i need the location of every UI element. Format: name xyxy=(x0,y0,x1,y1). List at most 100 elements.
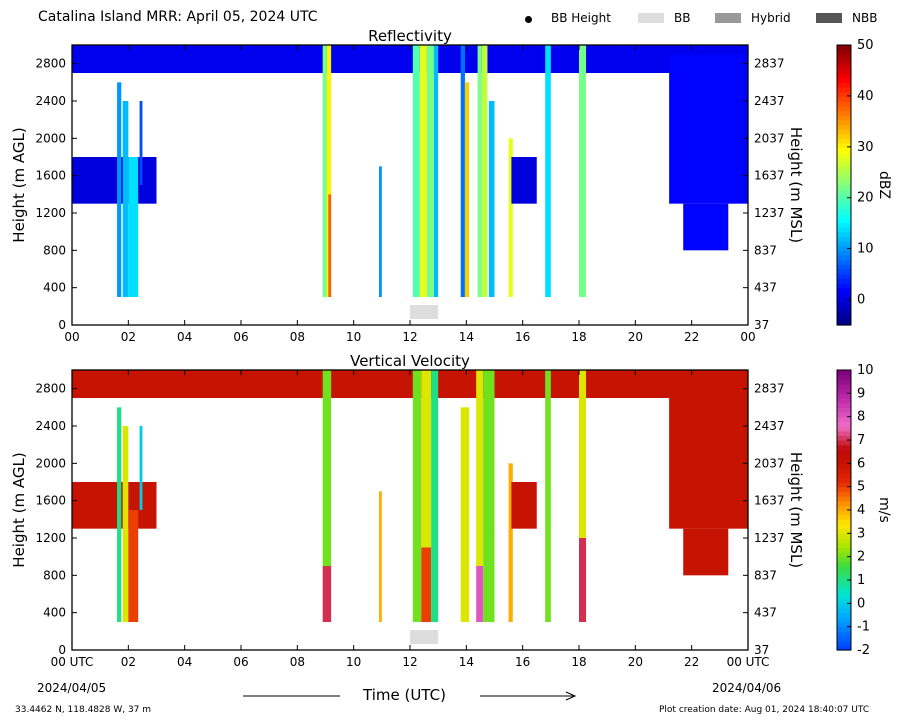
colorbar-segment xyxy=(837,538,851,544)
y-tick-label: 2400 xyxy=(35,94,66,108)
x-tick-label: 12 xyxy=(402,655,417,669)
colorbar-segment xyxy=(837,110,851,116)
colorbar-segment xyxy=(837,59,851,65)
data-span xyxy=(117,82,122,297)
colorbar-segment xyxy=(837,598,851,604)
data-span xyxy=(476,370,484,566)
data-span xyxy=(464,82,470,297)
nbb-legend-swatch xyxy=(816,13,842,23)
data-span xyxy=(477,45,482,297)
colorbar-tick-label: 10 xyxy=(857,363,874,378)
y-tick-label-right: 2437 xyxy=(754,94,785,108)
y-tick-label: 1200 xyxy=(35,531,66,545)
data-span xyxy=(72,482,157,529)
data-span xyxy=(122,101,129,297)
data-span xyxy=(683,528,729,576)
data-span xyxy=(488,101,495,297)
data-span xyxy=(683,203,729,251)
colorbar-segment xyxy=(837,435,851,441)
x-tick-label: 18 xyxy=(571,655,586,669)
colorbar-segment xyxy=(837,217,851,223)
data-span xyxy=(72,157,157,204)
x-tick-label: 20 xyxy=(628,330,643,344)
y-tick-label: 2800 xyxy=(35,57,66,71)
y-tick-label: 2000 xyxy=(35,131,66,145)
colorbar-segment xyxy=(837,584,851,590)
colorbar-segment xyxy=(837,458,851,464)
colorbar-segment xyxy=(837,379,851,385)
colorbar-tick-label: 5 xyxy=(857,480,865,495)
colorbar-segment xyxy=(837,519,851,525)
colorbar-segment xyxy=(837,157,851,163)
colorbar-segment xyxy=(837,444,851,450)
y-tick-label-right: 1237 xyxy=(754,206,785,220)
panel-title: Vertical Velocity xyxy=(350,355,470,370)
data-span xyxy=(379,491,382,622)
colorbar-segment xyxy=(837,631,851,637)
data-span xyxy=(511,482,537,529)
data-span xyxy=(326,45,332,297)
colorbar-segment xyxy=(837,407,851,413)
x-tick-label: 12 xyxy=(402,330,417,344)
colorbar-segment xyxy=(837,463,851,469)
y-tick-label: 1200 xyxy=(35,206,66,220)
colorbar-segment xyxy=(837,152,851,158)
colorbar-segment xyxy=(837,370,851,376)
colorbar-segment xyxy=(837,561,851,567)
plot-background xyxy=(72,45,748,325)
colorbar-tick-label: 20 xyxy=(857,191,874,206)
data-span xyxy=(433,45,439,297)
x-tick-label: 10 xyxy=(346,655,361,669)
colorbar-tick-label: 40 xyxy=(857,89,874,104)
data-span xyxy=(579,370,587,538)
colorbar-segment xyxy=(837,63,851,69)
y-tick-label-right: 2437 xyxy=(754,419,785,433)
x-tick-label: 16 xyxy=(515,330,530,344)
colorbar-segment xyxy=(837,236,851,242)
colorbar-segment xyxy=(837,73,851,79)
colorbar-segment xyxy=(837,124,851,130)
data-span xyxy=(481,45,488,297)
data-span xyxy=(322,566,332,622)
colorbar-segment xyxy=(837,556,851,562)
y-tick-label: 800 xyxy=(43,568,66,582)
colorbar-segment xyxy=(837,622,851,628)
colorbar-segment xyxy=(837,505,851,511)
data-span xyxy=(511,157,537,204)
colorbar-segment xyxy=(837,306,851,312)
colorbar-segment xyxy=(837,542,851,548)
colorbar-segment xyxy=(837,87,851,93)
colorbar-segment xyxy=(837,320,851,326)
y-axis-label-right: Height (m MSL) xyxy=(787,127,805,243)
data-span xyxy=(669,54,748,204)
colorbar-segment xyxy=(837,166,851,172)
data-span xyxy=(328,194,332,297)
colorbar-label: dBZ xyxy=(876,171,892,199)
y-tick-label-right: 437 xyxy=(754,606,777,620)
colorbar-segment xyxy=(837,608,851,614)
data-span xyxy=(460,407,470,622)
colorbar-tick-label: 30 xyxy=(857,140,874,155)
y-tick-label-right: 1237 xyxy=(754,531,785,545)
colorbar-tick-label: 50 xyxy=(857,38,874,53)
colorbar-segment xyxy=(837,402,851,408)
data-span xyxy=(545,45,551,297)
colorbar-label: m/s xyxy=(876,497,892,523)
colorbar-frame xyxy=(836,44,852,326)
time-arrow-left xyxy=(243,695,340,697)
colorbar-segment xyxy=(837,640,851,646)
colorbar-segment xyxy=(837,645,851,651)
x-tick-label: 16 xyxy=(515,655,530,669)
x-tick-label: 06 xyxy=(233,655,248,669)
bb-bar xyxy=(410,630,439,644)
colorbar-segment xyxy=(837,171,851,177)
data-span xyxy=(421,547,432,622)
colorbar-segment xyxy=(837,241,851,247)
x-tick-label: 20 xyxy=(628,655,643,669)
colorbar-segment xyxy=(837,297,851,303)
x-tick-label: 02 xyxy=(121,655,136,669)
y-axis-label-right: Height (m MSL) xyxy=(787,452,805,568)
colorbar-segment xyxy=(837,287,851,293)
colorbar-segment xyxy=(837,49,851,55)
